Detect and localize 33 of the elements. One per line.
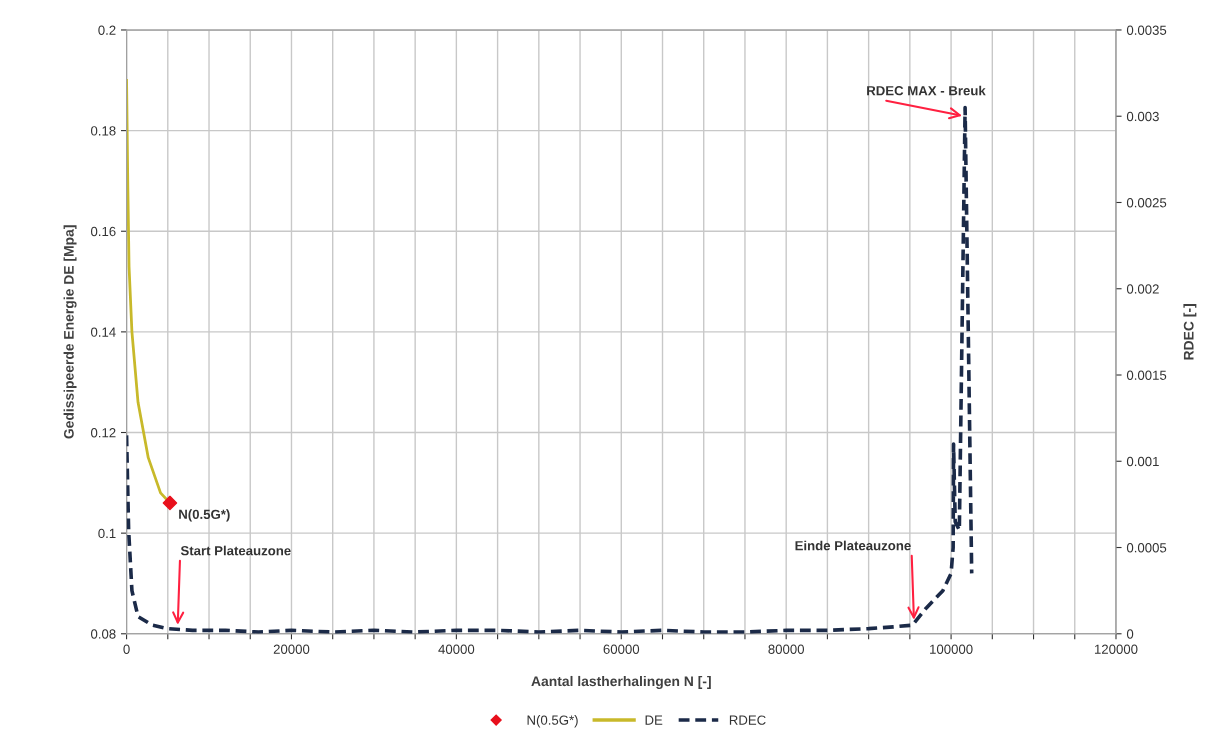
legend-label: N(0.5G*) (527, 715, 578, 728)
y-tick-label: 0.1 (98, 528, 116, 539)
x-tick-label: 120000 (1094, 644, 1138, 654)
y-tick-label: 0.16 (90, 226, 116, 237)
y-tick-label: 0.12 (90, 428, 116, 438)
y-tick-label: 0.2 (98, 25, 116, 35)
x-tick-label: 100000 (930, 644, 973, 654)
x-tick-label: 20000 (273, 644, 310, 654)
y-axis-title: Gedissipeerde Energie DE [Mpa] (63, 225, 77, 439)
y2-tick-label: 0 (1126, 629, 1134, 639)
x-tick-label: 80000 (768, 644, 805, 654)
annotation: Einde Plateauzone (795, 540, 911, 551)
legend-label: RDEC (729, 715, 766, 725)
annotation: Start Plateauzone (180, 545, 291, 556)
legend-label: DE (645, 715, 663, 725)
x-axis-title: Aantal lastherhalingen N [-] (531, 675, 711, 689)
x-tick-label: 40000 (438, 644, 475, 654)
y2-axis-title: RDEC [-] (1183, 304, 1197, 360)
annotation: N(0.5G*) (179, 509, 230, 522)
x-tick-label: 0 (123, 644, 130, 654)
y2-tick-label: 0.0015 (1126, 370, 1167, 380)
line-series (126, 105, 974, 634)
y2-tick-label: 0.003 (1126, 111, 1159, 122)
y2-tick-label: 0.002 (1126, 284, 1159, 294)
y2-tick-label: 0.0005 (1126, 543, 1167, 553)
annotation: RDEC MAX - Breuk (867, 85, 986, 96)
y-tick-label: 0.18 (90, 126, 116, 136)
y2-tick-label: 0.0025 (1126, 198, 1167, 208)
y2-tick-label: 0.0035 (1126, 25, 1167, 35)
y-tick-label: 0.14 (90, 327, 116, 337)
x-tick-label: 60000 (603, 644, 640, 654)
y2-tick-label: 0.001 (1126, 456, 1159, 467)
y-tick-label: 0.08 (90, 629, 116, 639)
